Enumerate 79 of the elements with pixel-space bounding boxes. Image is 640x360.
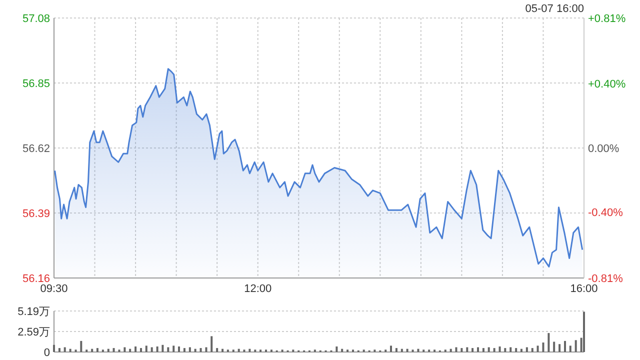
bar: [553, 342, 556, 352]
bar: [574, 340, 577, 352]
bar: [172, 346, 175, 352]
y2-tick-label: +0.81%: [588, 12, 626, 25]
y-tick-label: 2.59万: [18, 326, 50, 338]
bar: [564, 340, 566, 352]
bar: [390, 346, 392, 352]
bar: [455, 347, 458, 352]
bar: [450, 348, 452, 352]
bar: [124, 347, 126, 352]
bar: [53, 344, 55, 352]
bar: [531, 348, 534, 352]
bar: [156, 346, 158, 352]
bar: [183, 348, 186, 352]
bar: [504, 348, 506, 352]
bar: [162, 344, 164, 352]
bar: [238, 348, 240, 352]
bar: [107, 348, 110, 352]
y-tick-label: 56.62: [22, 142, 50, 155]
bar: [140, 348, 142, 352]
y2-tick-label: -0.81%: [588, 272, 624, 285]
bar: [406, 348, 408, 352]
bar: [69, 348, 72, 352]
bar: [145, 346, 148, 352]
bar: [248, 348, 251, 352]
bar: [493, 348, 496, 352]
bar: [417, 348, 420, 352]
y-tick-label: 56.16: [22, 272, 50, 285]
bar: [112, 348, 115, 352]
bar: [466, 347, 468, 352]
bar: [526, 347, 528, 352]
y-tick-label: 5.19万: [18, 306, 50, 318]
x-tick-label: 12:00: [244, 283, 272, 295]
bar: [515, 348, 518, 352]
x-tick-label: 16:00: [570, 283, 598, 295]
y-tick-label: 56.39: [22, 208, 50, 220]
bar: [210, 336, 213, 352]
bar: [482, 348, 484, 352]
bar: [558, 344, 561, 352]
bar: [510, 347, 512, 352]
bar: [460, 348, 463, 352]
text: 05-07 16:00: [525, 3, 584, 15]
bar: [477, 347, 479, 352]
bar: [96, 348, 98, 352]
bar: [400, 348, 403, 352]
bar: [64, 347, 66, 352]
bar: [472, 348, 474, 352]
bar: [222, 348, 224, 352]
bar: [583, 312, 585, 352]
bar: [167, 347, 170, 352]
bar: [542, 342, 544, 352]
bar: [150, 347, 153, 352]
bar: [91, 348, 94, 352]
y2-tick-label: -0.40%: [588, 207, 624, 220]
bar: [200, 348, 202, 352]
bar: [178, 346, 180, 352]
bar: [129, 348, 132, 352]
bar: [134, 346, 137, 352]
x-tick-label: 09:30: [40, 283, 68, 295]
bar: [395, 348, 398, 352]
bar: [58, 348, 60, 352]
bar: [488, 347, 490, 352]
bar: [188, 347, 191, 352]
bar: [216, 348, 218, 352]
bar: [569, 346, 572, 352]
bar: [80, 340, 82, 352]
bar: [548, 333, 550, 352]
bar: [194, 348, 196, 352]
bar: [520, 348, 522, 352]
y-tick-label: 0: [44, 346, 50, 359]
bar: [341, 348, 344, 352]
y-tick-label: 57.08: [22, 12, 50, 25]
y2-tick-label: 0.00%: [588, 142, 620, 155]
y-tick-label: 56.85: [22, 78, 50, 90]
y2-tick-label: +0.40%: [588, 78, 626, 91]
bar: [498, 346, 501, 352]
bar: [336, 346, 338, 352]
bar: [536, 346, 539, 352]
bar: [205, 347, 208, 352]
